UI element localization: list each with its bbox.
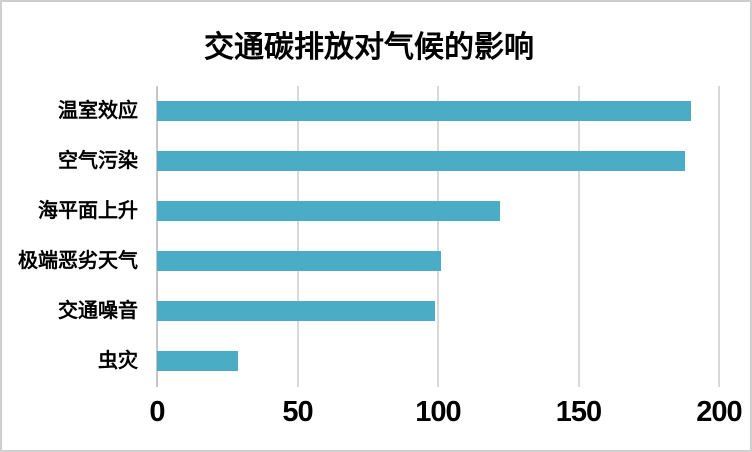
bar-row [157,286,719,336]
bar [157,251,441,271]
bar-row [157,86,719,136]
bar [157,151,686,171]
bar [157,351,239,371]
bar [157,301,436,321]
bar-row [157,236,719,286]
tick-label: 0 [149,396,165,428]
tick-label: 150 [555,396,602,428]
axis-line [156,86,158,387]
category-label: 交通噪音 [58,300,138,322]
category-label: 海平面上升 [38,200,138,222]
gridline [718,86,720,387]
tick-label: 50 [282,396,313,428]
bar-row [157,136,719,186]
chart-title: 交通碳排放对气候的影响 [204,31,534,64]
category-label: 虫灾 [98,350,138,372]
tick-label: 100 [415,396,461,428]
bar [157,201,500,221]
bar-row [157,186,719,236]
tick-label: 200 [696,396,742,428]
gridline [437,86,439,387]
category-label: 空气污染 [58,150,138,172]
gridline [296,86,299,387]
category-label: 极端恶劣天气 [18,250,138,272]
gridline [577,86,580,387]
plot-area [156,86,720,387]
bar [157,101,691,121]
category-label: 温室效应 [58,100,138,122]
bar-row [157,336,719,386]
